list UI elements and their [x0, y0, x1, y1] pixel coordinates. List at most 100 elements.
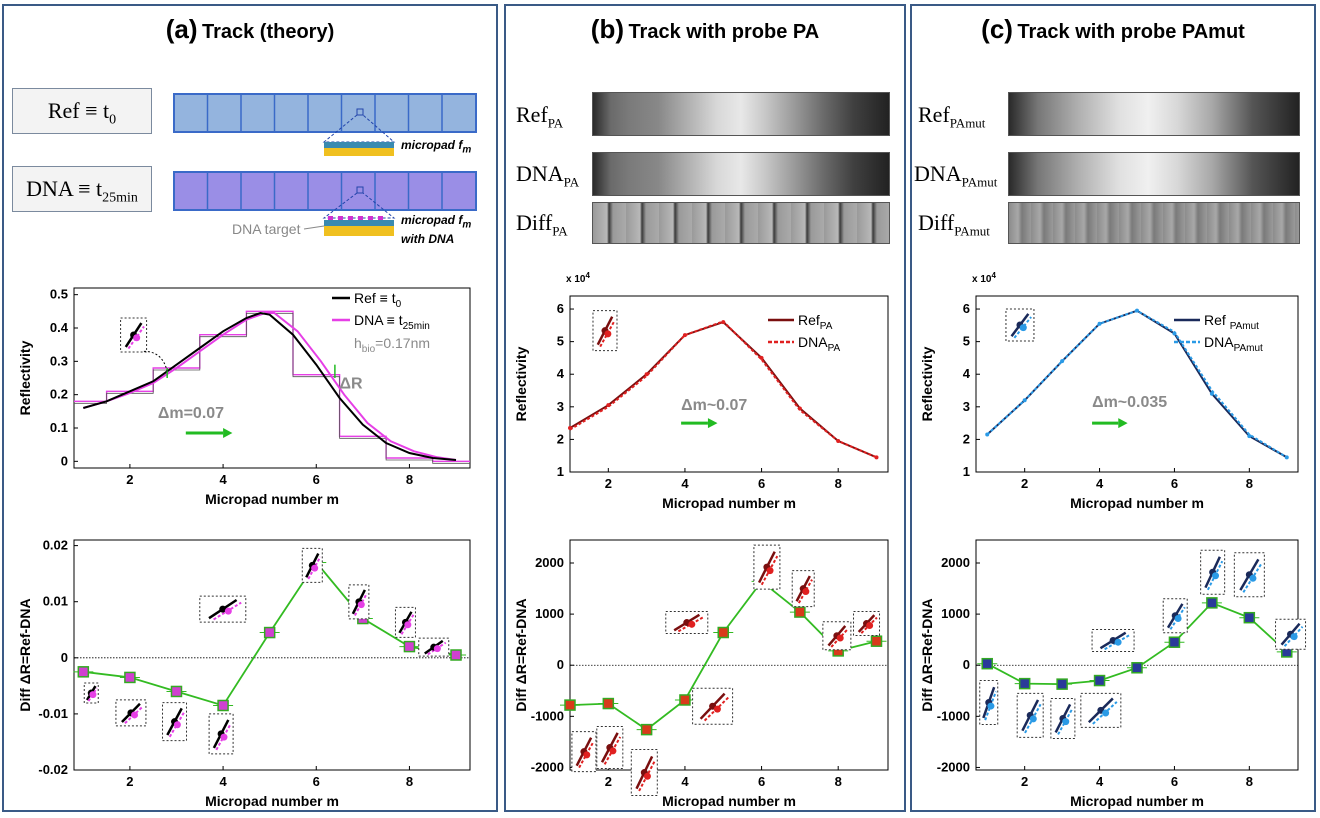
refl-point-b [682, 333, 687, 338]
y-axis-label: Diff ΔR=Ref-DNA [17, 598, 33, 711]
refl-point-c [1209, 391, 1214, 396]
ref-pamut-text: Ref [918, 102, 950, 127]
inset-a-diff-2 [162, 702, 188, 742]
x-axis-label: Micropad number m [1070, 495, 1204, 511]
inset-b-diff-0 [571, 731, 597, 773]
diff-point [1056, 678, 1068, 690]
delta-m-label: Δm=0.07 [158, 405, 224, 422]
y-tick-label: -2000 [531, 759, 564, 774]
dna-target-label: DNA target [232, 221, 301, 237]
legend-ref-pa-label: RefPA [798, 312, 833, 332]
dna-pa-sub: PA [563, 174, 580, 190]
micropad-2-text: micropad f [401, 213, 463, 227]
inset-b-diff-5-dna-dot [766, 567, 774, 575]
dna-micropad-gold [324, 226, 394, 236]
diff-point [77, 666, 90, 678]
inset-a-diff-0 [83, 682, 99, 704]
diff-pamut-image [1008, 202, 1300, 244]
diff-pamut-label: DiffPAmut [918, 210, 990, 239]
inset-a-diff-6 [348, 584, 370, 620]
inset-c-diff-5-dna-dot [1174, 614, 1182, 622]
dna-pamut-label: DNAPAmut [914, 161, 997, 190]
scale-label-b: x 104 [566, 271, 590, 285]
dna-pa-image [592, 152, 890, 196]
x-tick-label: 4 [681, 774, 689, 789]
diff-point [1243, 611, 1256, 624]
ref-pamut-image [1008, 92, 1300, 136]
dna-pamut-image [1008, 152, 1300, 196]
x-tick-label: 8 [835, 774, 842, 789]
refl-point-c [1284, 455, 1289, 460]
diff-point [1168, 636, 1181, 648]
diff-point [981, 657, 993, 670]
inset-c-diff-8-dna-dot [1290, 633, 1298, 641]
y-axis-label: Diff ΔR=Ref-DNA [919, 598, 935, 711]
x-axis-label: Micropad number m [662, 495, 796, 511]
inset-b-diff-3 [692, 687, 734, 725]
dna-track [173, 171, 477, 211]
diff-point [1018, 677, 1031, 690]
refl-point-c [1060, 359, 1065, 364]
diff-pamut-text: Diff [918, 210, 955, 235]
inset-a-diff-8 [418, 637, 450, 657]
inset-a-diff-1 [115, 699, 147, 727]
diff-point [217, 699, 229, 712]
chart-a-diff: 2 4 6 8 -0.02 -0.01 0 0.01 0.02 Micropad number m… [17, 538, 471, 809]
delta-m-label-b: Δm~0.07 [681, 397, 747, 414]
inset-b-diff-4-dna-dot [688, 620, 696, 628]
inset-c-diff-6-dna-dot [1212, 572, 1220, 580]
delta-m-arrowhead-c [1118, 418, 1128, 429]
inset-a-diff-5 [301, 547, 323, 583]
y-tick-label: 0.4 [50, 320, 69, 335]
inset-a-diff-4 [199, 595, 247, 623]
inset-c-diff-1-dna-dot [1029, 715, 1037, 723]
panel-a-letter: (a) [165, 14, 198, 44]
x-tick-label: 6 [1171, 774, 1178, 789]
delta-r-label: ΔR [340, 376, 364, 393]
ref-pamut-sub: PAmut [949, 115, 986, 131]
dna-track-dividers [206, 172, 443, 210]
series-ref-t0 [83, 311, 457, 461]
dna-pamut-text: DNA [914, 161, 962, 186]
inset-b-diff-0-dna-dot [583, 751, 591, 759]
ref-pa-text: Ref [516, 102, 548, 127]
x-tick-label: 8 [1246, 476, 1253, 491]
y-tick-label: -1000 [531, 708, 564, 723]
y-tick-label: -0.02 [38, 762, 68, 777]
inset-c-refl [1005, 308, 1035, 342]
x-tick-label: 2 [1021, 774, 1028, 789]
micropad-2-sub: m [462, 219, 472, 231]
ref-t0-sub: 0 [109, 112, 117, 128]
refl-point-c [1135, 308, 1139, 313]
y-tick-label: 0 [61, 453, 68, 468]
y-tick-label: 0.2 [50, 387, 68, 402]
theory-track-diagram [173, 93, 477, 236]
inset-b-diff-7-dna-dot [836, 634, 844, 642]
inset-c-diff-7 [1233, 552, 1265, 598]
legend-dna-pamut-sub: PAmut [1234, 343, 1263, 354]
inset-a-diff-4-ref-dot [219, 605, 227, 613]
inset-a-diff-3-dna-dot [220, 733, 228, 741]
refl-point-c [1247, 434, 1252, 439]
dna-micropad-blue [324, 220, 394, 226]
diff-point [602, 697, 615, 710]
x-tick-label: 8 [1246, 774, 1253, 789]
x-tick-label: 4 [219, 472, 227, 487]
y-tick-label: 1000 [941, 606, 970, 621]
ref-micropad-marker [356, 108, 364, 116]
inset-c-diff-5-dna-line [1169, 606, 1186, 630]
diff-point [1093, 674, 1106, 687]
y-tick-label: 0 [963, 657, 970, 672]
diff-pa-sub: PA [552, 223, 568, 239]
diff-point [1131, 662, 1143, 674]
y-tick-label: 0.01 [43, 594, 68, 609]
ref-pa-image [592, 92, 890, 136]
y-axis-label: Reflectivity [513, 346, 529, 421]
refl-point-b [721, 320, 726, 325]
inset-c-refl-dna-dot [1019, 324, 1027, 332]
plot-frame [73, 287, 471, 469]
micropad-1-text: micropad f [401, 138, 463, 152]
diff-point [794, 606, 806, 618]
x-tick-label: 6 [758, 774, 765, 789]
inset-c-diff-5 [1162, 598, 1188, 634]
